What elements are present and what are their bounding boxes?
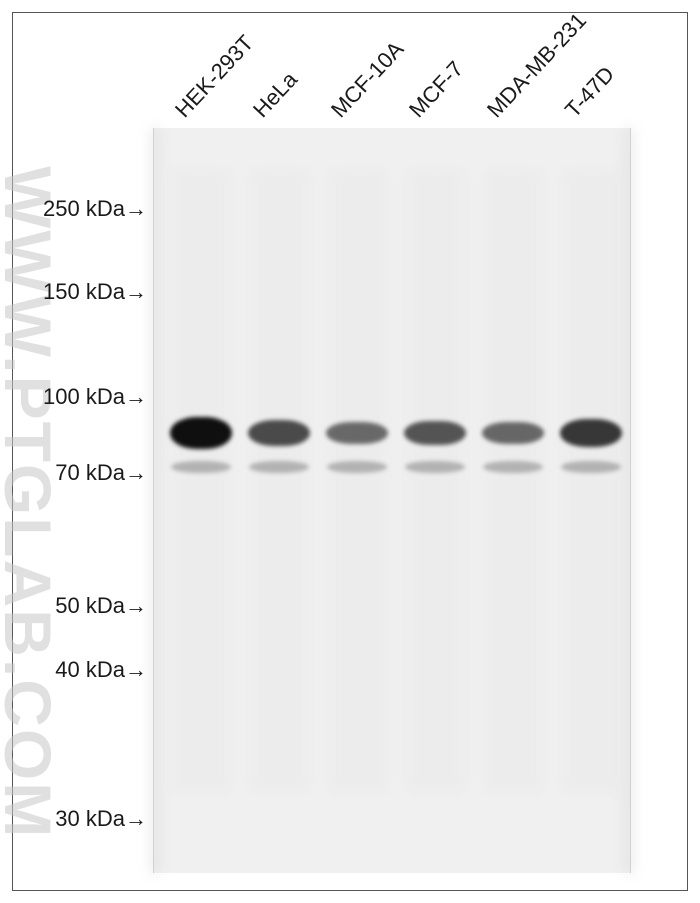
molecular-weight-marker: 150 kDa→ (43, 279, 147, 305)
lane-smudge (172, 168, 232, 793)
band-primary (248, 420, 310, 446)
lane-smudge (562, 168, 622, 793)
band-secondary (327, 461, 387, 473)
band-secondary (405, 461, 465, 473)
band-secondary (171, 461, 231, 473)
molecular-weight-marker: 250 kDa→ (43, 196, 147, 222)
lane-smudge (484, 168, 544, 793)
membrane-edge-shade-right (624, 128, 634, 873)
molecular-weight-marker: 50 kDa→ (55, 593, 147, 619)
band-primary (560, 419, 622, 447)
watermark-text: WWW.PTGLAB.COM (0, 166, 66, 839)
molecular-weight-marker: 40 kDa→ (55, 657, 147, 683)
molecular-weight-marker: 100 kDa→ (43, 384, 147, 410)
band-primary (404, 421, 466, 446)
membrane-edge-shade-left (150, 128, 160, 873)
band-secondary (249, 461, 309, 473)
lane-smudge (406, 168, 466, 793)
lane-label: MCF-10A (326, 36, 409, 123)
lane-label: HEK-293T (170, 30, 259, 123)
band-primary (326, 422, 388, 445)
lane-smudge (328, 168, 388, 793)
band-primary (170, 417, 232, 448)
molecular-weight-marker: 70 kDa→ (55, 460, 147, 486)
lane-label: MCF-7 (404, 56, 469, 123)
lane-label: T-47D (560, 61, 620, 123)
band-primary (482, 422, 544, 445)
blot-membrane (153, 128, 631, 873)
band-secondary (483, 461, 543, 473)
lane-label: HeLa (248, 67, 303, 123)
figure-frame: WWW.PTGLAB.COM HEK-293THeLaMCF-10AMCF-7M… (12, 12, 688, 891)
lane-smudge (250, 168, 310, 793)
molecular-weight-marker: 30 kDa→ (55, 806, 147, 832)
band-secondary (561, 461, 621, 473)
